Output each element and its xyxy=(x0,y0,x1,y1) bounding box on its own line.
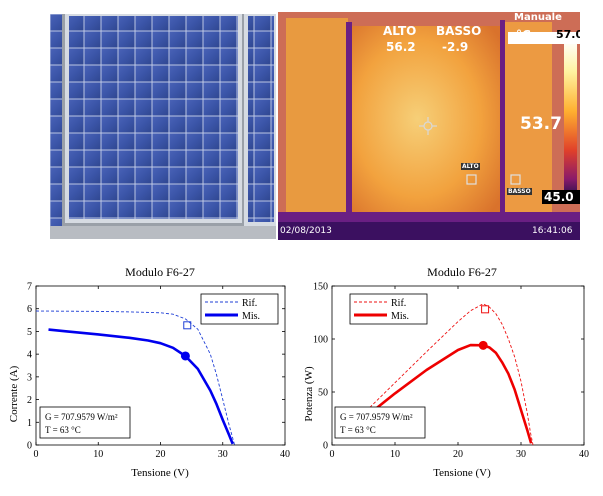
y-axis-label: Corrente (A) xyxy=(8,365,20,422)
y-axis-label: Potenza (W) xyxy=(303,366,315,422)
x-tick-label: 20 xyxy=(156,449,166,460)
thermal-camera-image: Manuale °C 57.0 ALTO BASSO 56.2 -2.9 53.… xyxy=(278,12,580,240)
max-power-marker-ref xyxy=(481,305,490,314)
annotation-line1: G = 707.9579 W/m² xyxy=(340,412,413,422)
legend-label-mis: Mis. xyxy=(242,311,260,322)
thermal-mode-label: Manuale xyxy=(514,12,562,23)
x-tick-label: 30 xyxy=(516,449,526,460)
annotation-line2: T = 63 °C xyxy=(45,425,81,435)
max-power-marker-meas xyxy=(180,351,190,361)
legend: Rif. Mis. xyxy=(200,293,279,325)
y-tick-label: 4 xyxy=(27,350,32,361)
x-tick-label: 20 xyxy=(453,449,463,460)
thermal-low-label: BASSO xyxy=(436,24,482,38)
temperature-scale-bar xyxy=(564,40,577,198)
y-tick-label: 2 xyxy=(27,395,32,406)
y-tick-label: 5 xyxy=(27,327,32,338)
thermal-scale-min: 45.0 xyxy=(544,190,574,204)
legend-label-rif: Rif. xyxy=(391,298,406,309)
x-tick-label: 10 xyxy=(93,449,103,460)
chart-title: Modulo F6-27 xyxy=(125,265,195,279)
thermal-unit-label: °C xyxy=(516,28,531,42)
thermal-date: 02/08/2013 xyxy=(280,226,332,236)
annotation-box: G = 707.9579 W/m² T = 63 °C xyxy=(334,406,426,439)
thermal-low-marker-label: BASSO xyxy=(507,188,532,195)
thermal-high-value: 56.2 xyxy=(386,40,416,54)
annotation-line1: G = 707.9579 W/m² xyxy=(45,412,118,422)
thermal-low-value: -2.9 xyxy=(442,40,469,54)
x-tick-label: 0 xyxy=(34,449,39,460)
annotation-box: G = 707.9579 W/m² T = 63 °C xyxy=(39,406,131,439)
x-tick-label: 10 xyxy=(390,449,400,460)
x-tick-label: 40 xyxy=(280,449,290,460)
x-tick-label: 30 xyxy=(218,449,228,460)
thermal-time: 16:41:06 xyxy=(532,226,573,236)
y-tick-label: 1 xyxy=(27,418,32,429)
low-point-marker-icon xyxy=(510,174,521,185)
y-tick-label: 50 xyxy=(318,388,328,399)
y-tick-label: 6 xyxy=(27,304,32,315)
series-line-mis xyxy=(343,343,533,444)
pv-chart-svg: Modulo F6-27 Tensione (V) Potenza (W) 0 1… xyxy=(303,265,589,479)
y-tick-label: 3 xyxy=(27,372,32,383)
solar-panel-illustration xyxy=(50,14,276,239)
y-tick-label: 150 xyxy=(313,282,328,293)
series-line-rif xyxy=(35,310,236,446)
thermal-high-marker-label: ALTO xyxy=(461,163,480,170)
y-tick-label: 100 xyxy=(313,335,328,346)
pv-chart: Modulo F6-27 Tensione (V) Potenza (W) 0 1… xyxy=(300,262,603,491)
legend-label-mis: Mis. xyxy=(391,311,409,322)
crosshair-icon xyxy=(419,117,437,135)
thermal-spot-value: 53.7 xyxy=(520,114,562,134)
series-line-rif xyxy=(341,303,534,446)
x-axis-label: Tensione (V) xyxy=(131,467,189,479)
solar-panel-photo xyxy=(50,14,276,239)
high-point-marker-icon xyxy=(466,174,477,185)
chart-title: Modulo F6-27 xyxy=(427,265,497,279)
x-tick-label: 0 xyxy=(330,449,335,460)
annotation-line2: T = 63 °C xyxy=(340,425,376,435)
legend: Rif. Mis. xyxy=(349,293,428,325)
y-tick-label: 7 xyxy=(27,282,32,293)
legend-label-rif: Rif. xyxy=(242,298,257,309)
thermal-scene xyxy=(278,12,580,240)
max-power-marker-meas xyxy=(478,340,488,350)
iv-chart: Modulo F6-27 Tensione (V) Corrente (A) 0… xyxy=(0,262,300,491)
thermal-scale-max: 57.0 xyxy=(556,28,580,41)
x-axis-label: Tensione (V) xyxy=(433,467,491,479)
x-tick-label: 40 xyxy=(579,449,589,460)
max-power-marker-ref xyxy=(183,321,192,330)
thermal-high-label: ALTO xyxy=(383,24,417,38)
y-tick-label: 0 xyxy=(323,441,328,452)
series-line-mis xyxy=(48,328,234,445)
iv-chart-svg: Modulo F6-27 Tensione (V) Corrente (A) 0… xyxy=(8,265,290,479)
y-tick-label: 0 xyxy=(27,441,32,452)
